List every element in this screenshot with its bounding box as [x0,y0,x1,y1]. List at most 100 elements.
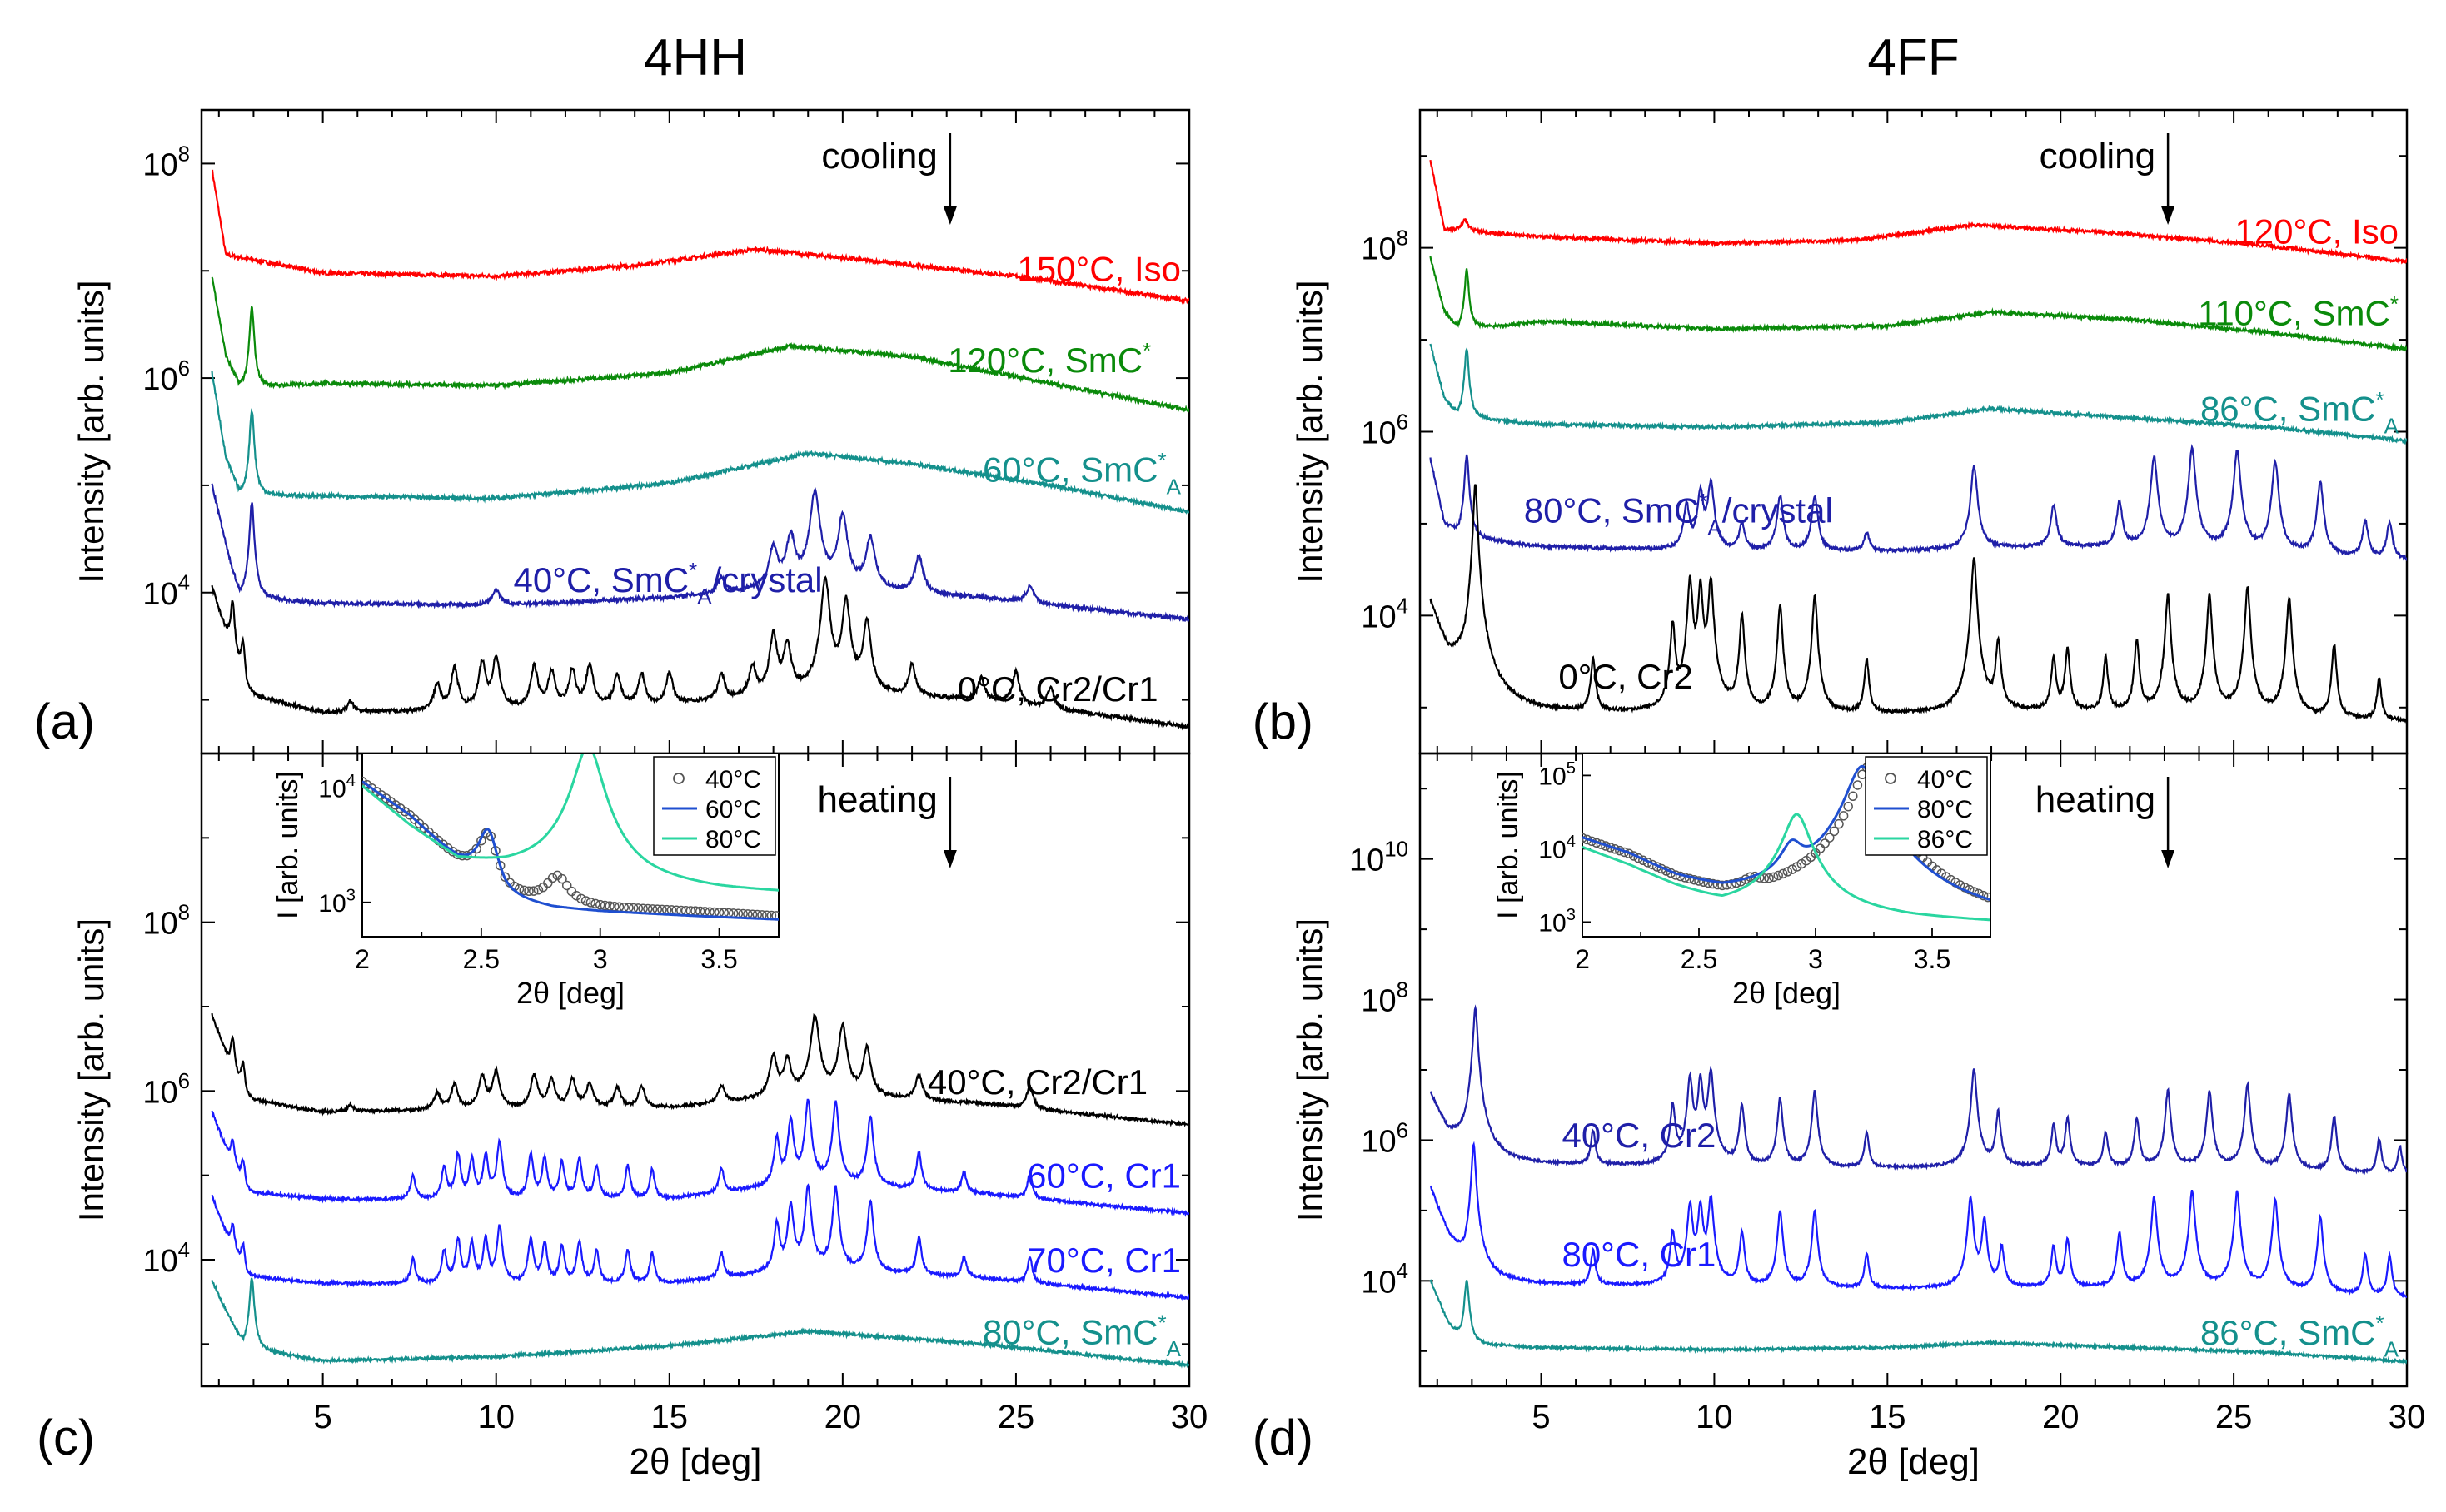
process-label: cooling [2040,136,2155,177]
y-tick-label: 104 [1361,594,1408,634]
inset-marker [533,885,544,895]
inset-y-axis-label: I [arb. units] [1492,771,1524,919]
y-tick-label: 106 [1361,1119,1408,1159]
inset-marker [1791,862,1802,872]
inset-marker [600,900,610,911]
y-tick-label: 104 [142,572,190,612]
inset-marker [1731,878,1741,888]
series-line-4 [1429,443,2407,562]
inset-marker [1787,864,1797,874]
series-line-3 [211,371,1189,515]
inset-marker [1712,879,1723,890]
series-line-3 [211,1183,1189,1301]
x-tick-label: 10 [1696,1399,1733,1435]
inset-legend-marker [1885,773,1896,784]
inset-marker [1838,811,1849,821]
inset-legend-label: 86°C [1917,826,1973,853]
inset-marker [547,873,558,883]
inset-marker [561,880,572,891]
y-axis-label: Intensity [arb. units] [72,918,111,1221]
inset-y-tick-label: 103 [318,886,356,918]
inset-marker [1773,870,1783,881]
inset-marker [386,797,396,807]
panel-label: (b) [1253,694,1313,749]
y-tick-label: 108 [1361,978,1408,1018]
inset-marker [1717,880,1727,891]
y-axis-label: Intensity [arb. units] [72,280,111,583]
y-axis-label: Intensity [arb. units] [1290,280,1329,583]
inset-marker [400,807,411,817]
inset-marker [1698,877,1709,888]
panel-d: 5 10 15 20 25 30 104 106 108 1010 Intensity [arb. … [1253,752,2425,1482]
series-line-1 [1429,159,2407,265]
inset-marker [381,793,391,803]
inset-marker [391,800,401,810]
panel-a: 104 106 108 Intensity [arb. units] 4HH (a) 150… [34,29,1191,755]
x-tick-label: 30 [1171,1399,1208,1435]
series-label-2: 120°C, SmC*​ [948,338,1151,380]
inset-x-tick-label: 3.5 [700,944,737,974]
x-tick-label: 10 [477,1399,515,1435]
series-line-5 [211,575,1189,731]
inset-marker [528,886,539,896]
panel-c: 5 10 15 20 25 30 104 106 108 Intensity [arb. unit… [37,752,1208,1482]
process-arrowhead [2161,850,2175,868]
series-line-3 [1429,1279,2407,1365]
inset-c: 2 2.5 3 3.5 103 104 2θ [deg] I [arb. units] 40°C… [272,753,780,1010]
inset-marker [1726,879,1736,889]
inset-series-line-2 [1582,764,1990,902]
y-tick-label: 104 [142,1239,190,1279]
inset-marker [585,898,596,908]
inset-marker [571,890,581,901]
y-tick-label: 106 [142,357,190,397]
inset-y-tick-label: 104 [318,772,356,803]
process-arrowhead [943,850,957,868]
inset-legend-label: 40°C [1917,766,1973,793]
inset-marker [1852,780,1863,790]
inset-legend-label: 80°C [1917,796,1973,823]
y-tick-label: 108 [142,142,190,182]
series-line-4 [211,1277,1189,1369]
inset-marker [576,893,586,904]
series-label-4: 40°C, SmC*A​/crystal [514,558,823,609]
inset-x-tick-label: 3.5 [1914,944,1950,974]
process-label: heating [818,779,938,820]
inset-marker [376,790,386,800]
series-line-4 [211,483,1189,624]
inset-y-tick-label: 105 [1538,759,1576,791]
panel-label: (c) [37,1410,95,1465]
series-label-1: 150°C, Iso [1017,249,1181,288]
inset-series-line-2 [362,780,779,921]
inset-marker [1778,868,1788,879]
x-tick-label: 20 [2042,1399,2080,1435]
series-label-3: 86°C, SmC*A​ [2200,387,2399,438]
series-label-4: 80°C, SmC*A​ [983,1310,1182,1361]
inset-marker [543,878,553,888]
x-tick-label: 25 [998,1399,1035,1435]
series-group [1429,159,2407,724]
series-label-1: 120°C, Iso [2234,211,2399,251]
series-label-3: 60°C, SmC*A​ [983,448,1182,500]
series-label-2: 80°C, Cr1 [1562,1235,1716,1274]
series-label-3: 86°C, SmC*A​ [2200,1311,2399,1362]
series-line-2 [211,276,1189,413]
inset-marker [1782,867,1793,877]
inset-marker [1834,818,1844,829]
x-axis-label: 2θ [deg] [1847,1441,1980,1482]
inset-marker [371,787,381,797]
x-tick-label: 20 [824,1399,862,1435]
series-line-2 [211,1098,1189,1217]
inset-d: 2 2.5 3 3.5 103 104 105 2θ [deg] I [arb. units] 4… [1492,753,1991,1010]
series-line-2 [1429,256,2407,353]
inset-series-line-3 [362,754,779,892]
inset-x-tick-label: 2.5 [1681,944,1717,974]
inset-marker [1708,878,1718,889]
y-tick-label: 104 [1361,1260,1408,1300]
series-label-3: 70°C, Cr1 [1027,1241,1181,1280]
column-title: 4HH [644,29,747,87]
x-tick-label: 15 [1869,1399,1906,1435]
series-label-5: 0°C, Cr2 [1558,657,1693,696]
series-line-2 [1430,1141,2407,1299]
y-tick-label: 108 [1361,227,1408,267]
